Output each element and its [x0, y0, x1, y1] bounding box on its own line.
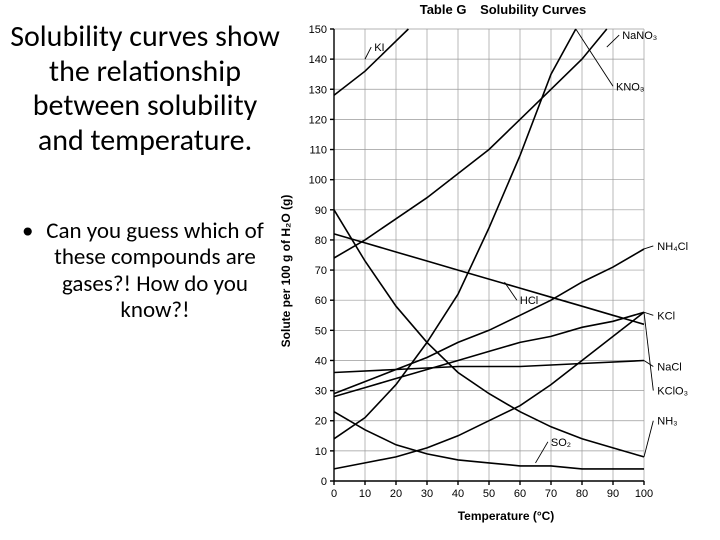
svg-text:0: 0	[321, 476, 327, 488]
label-KNO3: KNO₃	[616, 81, 644, 93]
x-axis-label: Temperature (°C)	[458, 509, 555, 523]
svg-text:60: 60	[315, 295, 327, 307]
label-NaCl: NaCl	[657, 361, 681, 373]
svg-text:10: 10	[315, 446, 327, 458]
main-heading: Solubility curves show the relationship …	[10, 20, 280, 158]
svg-text:90: 90	[315, 205, 327, 217]
svg-text:0: 0	[331, 488, 337, 500]
svg-text:60: 60	[514, 488, 526, 500]
svg-text:20: 20	[390, 488, 402, 500]
svg-text:100: 100	[635, 488, 653, 500]
svg-text:10: 10	[359, 488, 371, 500]
chart-title-right: Solubility Curves	[480, 2, 586, 17]
label-SO2: SO₂	[551, 437, 571, 449]
svg-text:40: 40	[452, 488, 464, 500]
label-NaNO3: NaNO₃	[622, 30, 657, 42]
curve-NaNO3	[334, 29, 607, 258]
chart-title-left: Table G	[420, 2, 467, 17]
label-NH3: NH₃	[657, 416, 677, 428]
text-panel: Solubility curves show the relationship …	[0, 0, 290, 540]
curve-KI	[334, 29, 408, 95]
solubility-chart: 0 10 20 30 40 50 60 70 80 90 100 0 10 20 30 40 50 60 70 80 9…	[296, 21, 716, 517]
svg-text:20: 20	[315, 416, 327, 428]
chart-title: Table G Solubility Curves	[290, 0, 716, 21]
label-NH4Cl: NH₄Cl	[657, 241, 688, 253]
curve-KNO3	[334, 29, 576, 439]
svg-text:150: 150	[309, 24, 327, 36]
chart-area: Solute per 100 g of H₂O (g) 010203040506…	[296, 21, 716, 521]
svg-text:140: 140	[309, 54, 327, 66]
svg-text:130: 130	[309, 84, 327, 96]
label-KCl: KCl	[657, 310, 675, 322]
label-KClO3: KClO₃	[657, 386, 688, 398]
svg-text:110: 110	[309, 145, 327, 157]
svg-text:30: 30	[315, 386, 327, 398]
bullet-item: Can you guess which of these compounds a…	[40, 218, 270, 324]
y-axis-label: Solute per 100 g of H₂O (g)	[279, 195, 293, 348]
svg-text:70: 70	[545, 488, 557, 500]
svg-text:120: 120	[309, 114, 327, 126]
bullet-list: Can you guess which of these compounds a…	[10, 218, 280, 324]
svg-text:80: 80	[576, 488, 588, 500]
svg-text:100: 100	[309, 175, 327, 187]
label-HCl: HCl	[520, 295, 538, 307]
svg-text:50: 50	[483, 488, 495, 500]
svg-text:30: 30	[421, 488, 433, 500]
chart-panel: Table G Solubility Curves Solute per 100…	[290, 0, 720, 540]
svg-text:80: 80	[315, 235, 327, 247]
svg-text:90: 90	[607, 488, 619, 500]
label-KI: KI	[374, 42, 384, 54]
svg-text:40: 40	[315, 355, 327, 367]
svg-text:70: 70	[315, 265, 327, 277]
svg-text:50: 50	[315, 325, 327, 337]
